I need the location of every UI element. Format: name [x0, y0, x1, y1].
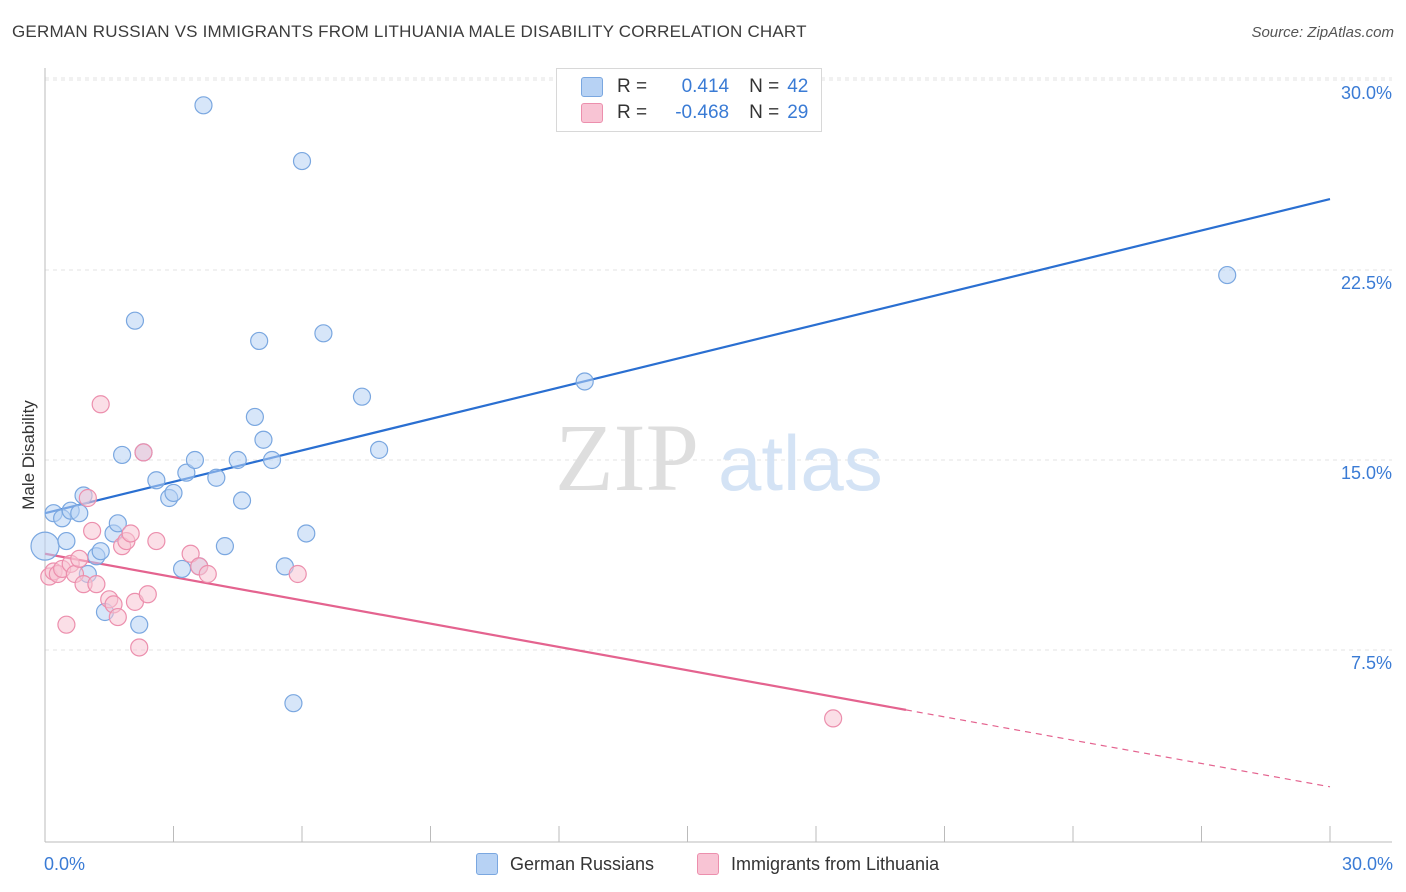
german-russian-point [147, 471, 166, 490]
stats-legend: R = 0.414 N = 42 R = -0.468 N = 29 [556, 68, 822, 132]
n-value: 29 [787, 102, 809, 123]
chart-title: GERMAN RUSSIAN VS IMMIGRANTS FROM LITHUA… [12, 22, 807, 41]
lithuania-point [70, 549, 89, 568]
trend-line [44, 197, 1331, 515]
german-russian-point [177, 463, 196, 482]
legend-label: German Russians [510, 853, 655, 874]
german-russian-point [228, 450, 247, 470]
lithuania-point [83, 521, 102, 541]
german-russian-point [314, 324, 333, 343]
r-value: 0.414 [681, 76, 730, 97]
german-russian-point [108, 514, 127, 533]
german-russian-point [215, 537, 234, 556]
german-russian-point [352, 387, 372, 406]
german-russian-point [70, 504, 89, 523]
watermark-zip: ZIP [555, 404, 699, 511]
german-russian-point [250, 331, 269, 351]
german-russian-point [575, 372, 594, 391]
legend-item-german-russians[interactable]: German Russians [476, 852, 654, 876]
german-russian-point [125, 311, 145, 330]
blue-swatch [476, 853, 498, 875]
watermark-atlas: atlas [718, 419, 883, 507]
lithuania-point [78, 488, 97, 508]
stats-row-lithuania: R = -0.468 N = 29 [581, 101, 808, 125]
german-russian-point [232, 491, 252, 510]
german-russian-point [207, 468, 226, 487]
german-russian-point [245, 407, 264, 427]
german-russian-point [130, 615, 149, 634]
german-russian-point [185, 450, 205, 470]
german-russian-point [194, 96, 213, 115]
watermark: ZIP atlas [555, 404, 883, 511]
r-label: R = [617, 102, 648, 123]
german-russian-point [262, 450, 282, 470]
pink-swatch [697, 853, 719, 875]
grid-layer [45, 77, 1392, 651]
lithuania-point [147, 531, 166, 551]
blue-swatch [581, 77, 603, 97]
trend-layer [44, 197, 1331, 788]
lithuania-point [181, 544, 200, 563]
r-label: R = [617, 76, 648, 97]
lithuania-point [134, 443, 153, 462]
german-russian-point [254, 430, 273, 449]
legend-item-lithuania[interactable]: Immigrants from Lithuania [697, 852, 939, 876]
y-axis-title: Male Disability [19, 400, 38, 510]
trend-line-extension [905, 709, 1331, 788]
n-label: N = [749, 76, 780, 97]
lithuania-point [57, 615, 76, 634]
german-russian-point [164, 483, 183, 503]
n-label: N = [749, 102, 780, 123]
y-tick-label: 7.5% [1351, 653, 1392, 673]
lithuania-point [130, 638, 149, 657]
label-layer: 7.5% 15.0% 22.5% 30.0% 0.0% 30.0% Male Disabil… [19, 83, 1393, 874]
lithuania-point [91, 395, 110, 414]
lithuania-point [198, 564, 217, 584]
x-tick-label: 0.0% [44, 854, 85, 874]
y-tick-label: 22.5% [1341, 273, 1392, 293]
lithuania-point [288, 564, 307, 584]
german-russian-point [57, 531, 76, 551]
german-russian-point [284, 694, 303, 713]
points-layer [30, 96, 1237, 728]
german-russian-point [370, 440, 389, 459]
x-tick-label: 30.0% [1342, 854, 1393, 874]
lithuania-point [108, 607, 127, 627]
n-value: 42 [787, 76, 809, 97]
german-russian-point [1218, 265, 1237, 285]
y-tick-label: 30.0% [1341, 83, 1392, 103]
german-russian-point [297, 524, 316, 543]
german-russian-point [30, 531, 60, 561]
german-russian-point [292, 151, 312, 171]
lithuania-point [87, 575, 106, 594]
y-tick-label: 15.0% [1341, 463, 1392, 483]
lithuania-point [138, 585, 157, 604]
pink-swatch [581, 103, 603, 123]
lithuania-point [121, 524, 140, 543]
lithuania-point [824, 709, 843, 728]
axis-layer [44, 68, 1392, 843]
source-label: Source: ZipAtlas.com [1251, 24, 1394, 41]
german-russian-point [112, 445, 132, 465]
legend-label: Immigrants from Lithuania [731, 853, 940, 874]
german-russian-point [172, 559, 192, 579]
stats-row-german-russians: R = 0.414 N = 42 [581, 75, 808, 99]
trend-line [44, 552, 907, 711]
r-value: -0.468 [675, 102, 730, 123]
german-russian-point [91, 542, 110, 561]
